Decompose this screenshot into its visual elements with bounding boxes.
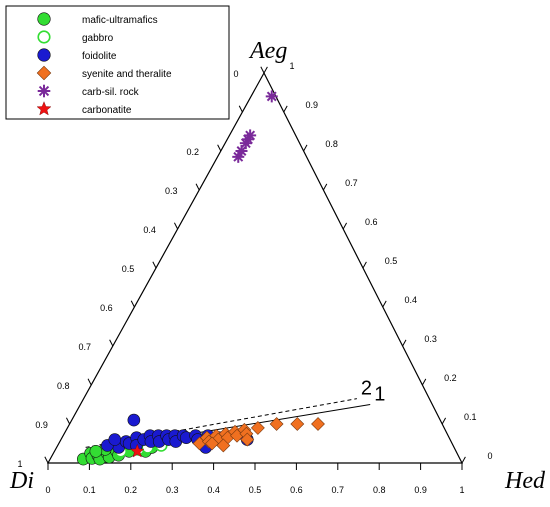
tick-label-right: 0.2 [444,373,457,383]
tick-right [421,378,427,386]
tick-label-right: 0.6 [365,217,378,227]
point-carbonatite [130,443,145,458]
tick-right [322,183,328,191]
legend-label-4: carb-sil. rock [82,87,140,98]
triangle-frame [46,71,463,464]
legend-marker-2 [37,48,51,62]
point-syenite-and-theralite [290,417,305,431]
tick-label-left: 0.3 [165,186,178,196]
tick-label-left: 0.7 [79,342,92,352]
tick-right [382,300,387,308]
legend-label-3: syenite and theralite [82,69,172,80]
tick-label-bottom: 0.2 [125,485,138,495]
tick-left [130,300,135,308]
tick-label-right: 1 [289,61,294,71]
legend-marker-4 [37,84,51,98]
tick-label-left: 0.9 [35,420,48,430]
tick-label-left: 0.6 [100,303,113,313]
tick-left [65,417,71,425]
tick-right [402,339,407,347]
point-syenite-and-theralite [269,417,284,431]
legend: mafic-ultramafics gabbro foidolite syenite … [5,5,230,120]
tick-left [238,105,243,113]
tick-left [173,222,179,230]
tick-label-bottom: 0.4 [207,485,220,495]
point-syenite-and-theralite [240,432,255,447]
tick-label-bottom: 0.6 [290,485,303,495]
legend-label-0: mafic-ultramafics [82,15,158,26]
tick-label-right: 0 [487,451,492,461]
trend-line-label-1: 1 [374,384,385,406]
tick-label-bottom: 1 [459,485,464,495]
point-mafic-ultramafics [89,444,103,458]
triangle-outline [46,71,463,464]
tick-label-left: 0.4 [143,225,156,235]
tick-right [441,417,447,425]
apex-label-right: Hed [504,468,546,494]
tick-left [195,183,200,191]
legend-marker-1 [37,30,51,44]
tick-label-right: 0.7 [345,178,358,188]
legend-marker-5 [36,101,52,116]
tick-label-right: 0.8 [325,139,338,149]
tick-right [303,144,308,152]
tick-left [87,378,92,386]
legend-marker-0 [37,12,51,26]
tick-label-left: 0.5 [122,264,135,274]
legend-label-1: gabbro [82,33,114,44]
tick-label-right: 0.3 [424,334,437,344]
tick-right [342,222,348,230]
tick-label-right: 0.1 [464,412,477,422]
tick-right [362,261,367,269]
tick-label-left: 1 [17,459,22,469]
legend-label-5: carbonatite [82,105,132,116]
tick-label-bottom: 0.7 [332,485,345,495]
tick-left [152,261,157,269]
point-carb-sil-rock [232,150,245,163]
tick-label-left: 0.2 [187,147,200,157]
tick-label-bottom: 0.9 [414,485,427,495]
point-foidolite [108,433,122,446]
tick-label-left: 0.8 [57,381,70,391]
tick-right [283,105,288,113]
point-syenite-and-theralite [311,417,325,431]
legend-label-2: foidolite [82,51,117,62]
tick-label-left: 0 [233,69,238,79]
tick-label-bottom: 0.5 [249,485,262,495]
tick-label-bottom: 0.8 [373,485,386,495]
tick-left [109,339,114,347]
apex-label-top: Aeg [248,38,287,64]
point-syenite-and-theralite [216,438,231,453]
tick-right [263,66,268,74]
tick-label-bottom: 0.3 [166,485,179,495]
tick-label-bottom: 0.1 [83,485,96,495]
point-carb-sil-rock [265,90,278,103]
point-syenite-and-theralite [250,420,265,435]
tick-label-right: 0.9 [306,100,319,110]
data-points [76,90,325,466]
point-foidolite [127,413,141,427]
tick-right [461,456,466,464]
ticks: 0 1 1 0.1 0.9 0.9 0.2 0.8 0.8 0.3 0.7 0.7 0.4 0.6 0.6 0… [17,61,492,495]
trend-line-label-2: 2 [361,378,372,400]
point-syenite-and-theralite [205,436,219,451]
tick-left [260,66,265,74]
apex-label-left: Di [9,468,34,494]
legend-marker-3 [36,65,52,81]
tick-left [44,456,49,464]
tick-label-right: 0.5 [385,256,398,266]
tick-label-bottom: 0 [45,485,50,495]
tick-left [217,144,222,152]
tick-label-right: 0.4 [405,295,418,305]
